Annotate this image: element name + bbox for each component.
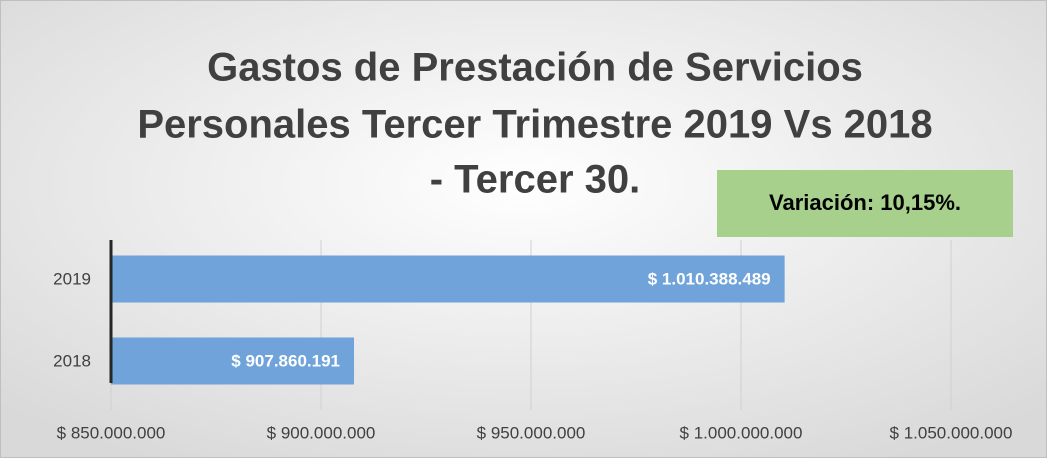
annotation: Variación: 10,15%. <box>769 190 961 215</box>
chart-title: - Tercer 30. <box>430 158 641 202</box>
x-tick-label: $ 1.000.000.000 <box>680 423 803 442</box>
chart-title: Personales Tercer Trimestre 2019 Vs 2018 <box>137 103 932 147</box>
annotation-box <box>717 170 1013 237</box>
data-label: $ 907.860.191 <box>231 351 340 370</box>
bar <box>111 255 785 303</box>
y-tick-label: 2019 <box>53 269 91 288</box>
chart-title: Gastos de Prestación de Servicios <box>207 46 863 90</box>
y-tick-label: 2018 <box>53 351 91 370</box>
x-tick-label: $ 850.000.000 <box>57 423 166 442</box>
bar <box>111 337 355 385</box>
x-tick-label: $ 1.050.000.000 <box>890 423 1013 442</box>
data-label: $ 1.010.388.489 <box>648 269 771 288</box>
x-tick-label: $ 950.000.000 <box>477 423 586 442</box>
x-tick-label: $ 900.000.000 <box>267 423 376 442</box>
